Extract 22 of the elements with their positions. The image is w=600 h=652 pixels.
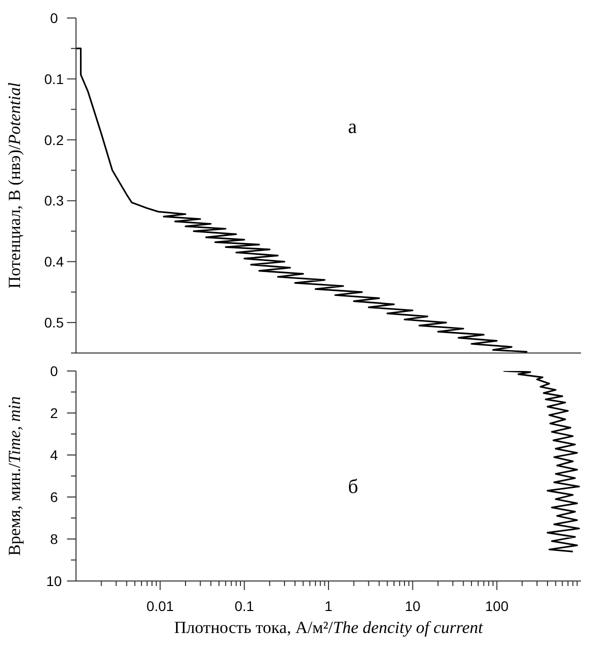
annotation: б (348, 476, 358, 499)
y-tick-label: 8 (50, 531, 58, 547)
y-tick-label: 0.2 (44, 132, 64, 148)
x-tick-label: 10 (404, 598, 421, 614)
annotation: а (348, 116, 357, 139)
y-tick-label: 6 (50, 489, 58, 505)
y-tick-label: 4 (50, 447, 58, 463)
y-tick-label: 2 (50, 405, 58, 421)
x-tick-label: 1 (324, 598, 333, 614)
x-axis-title: Плотность тока, А/м²/The dencity of current (174, 618, 484, 637)
y-tick-label: 0.3 (44, 192, 64, 209)
y-tick-label: 0.1 (44, 70, 64, 87)
y-tick-label: 0 (50, 10, 58, 26)
y-tick-label: 10 (46, 573, 62, 589)
y-tick-label: 0.4 (44, 254, 64, 270)
y-tick-label: 0 (50, 363, 58, 379)
y-tick-label: 0.5 (44, 314, 64, 331)
x-tick-label: 0.01 (146, 598, 174, 614)
y-axis-title: Потенциал, В (нвэ)/Potential (5, 82, 24, 288)
x-tick-label: 0.1 (234, 598, 254, 614)
x-tick-label: 100 (485, 598, 509, 614)
y-axis-title: Время, мин./Time, min (5, 396, 24, 556)
